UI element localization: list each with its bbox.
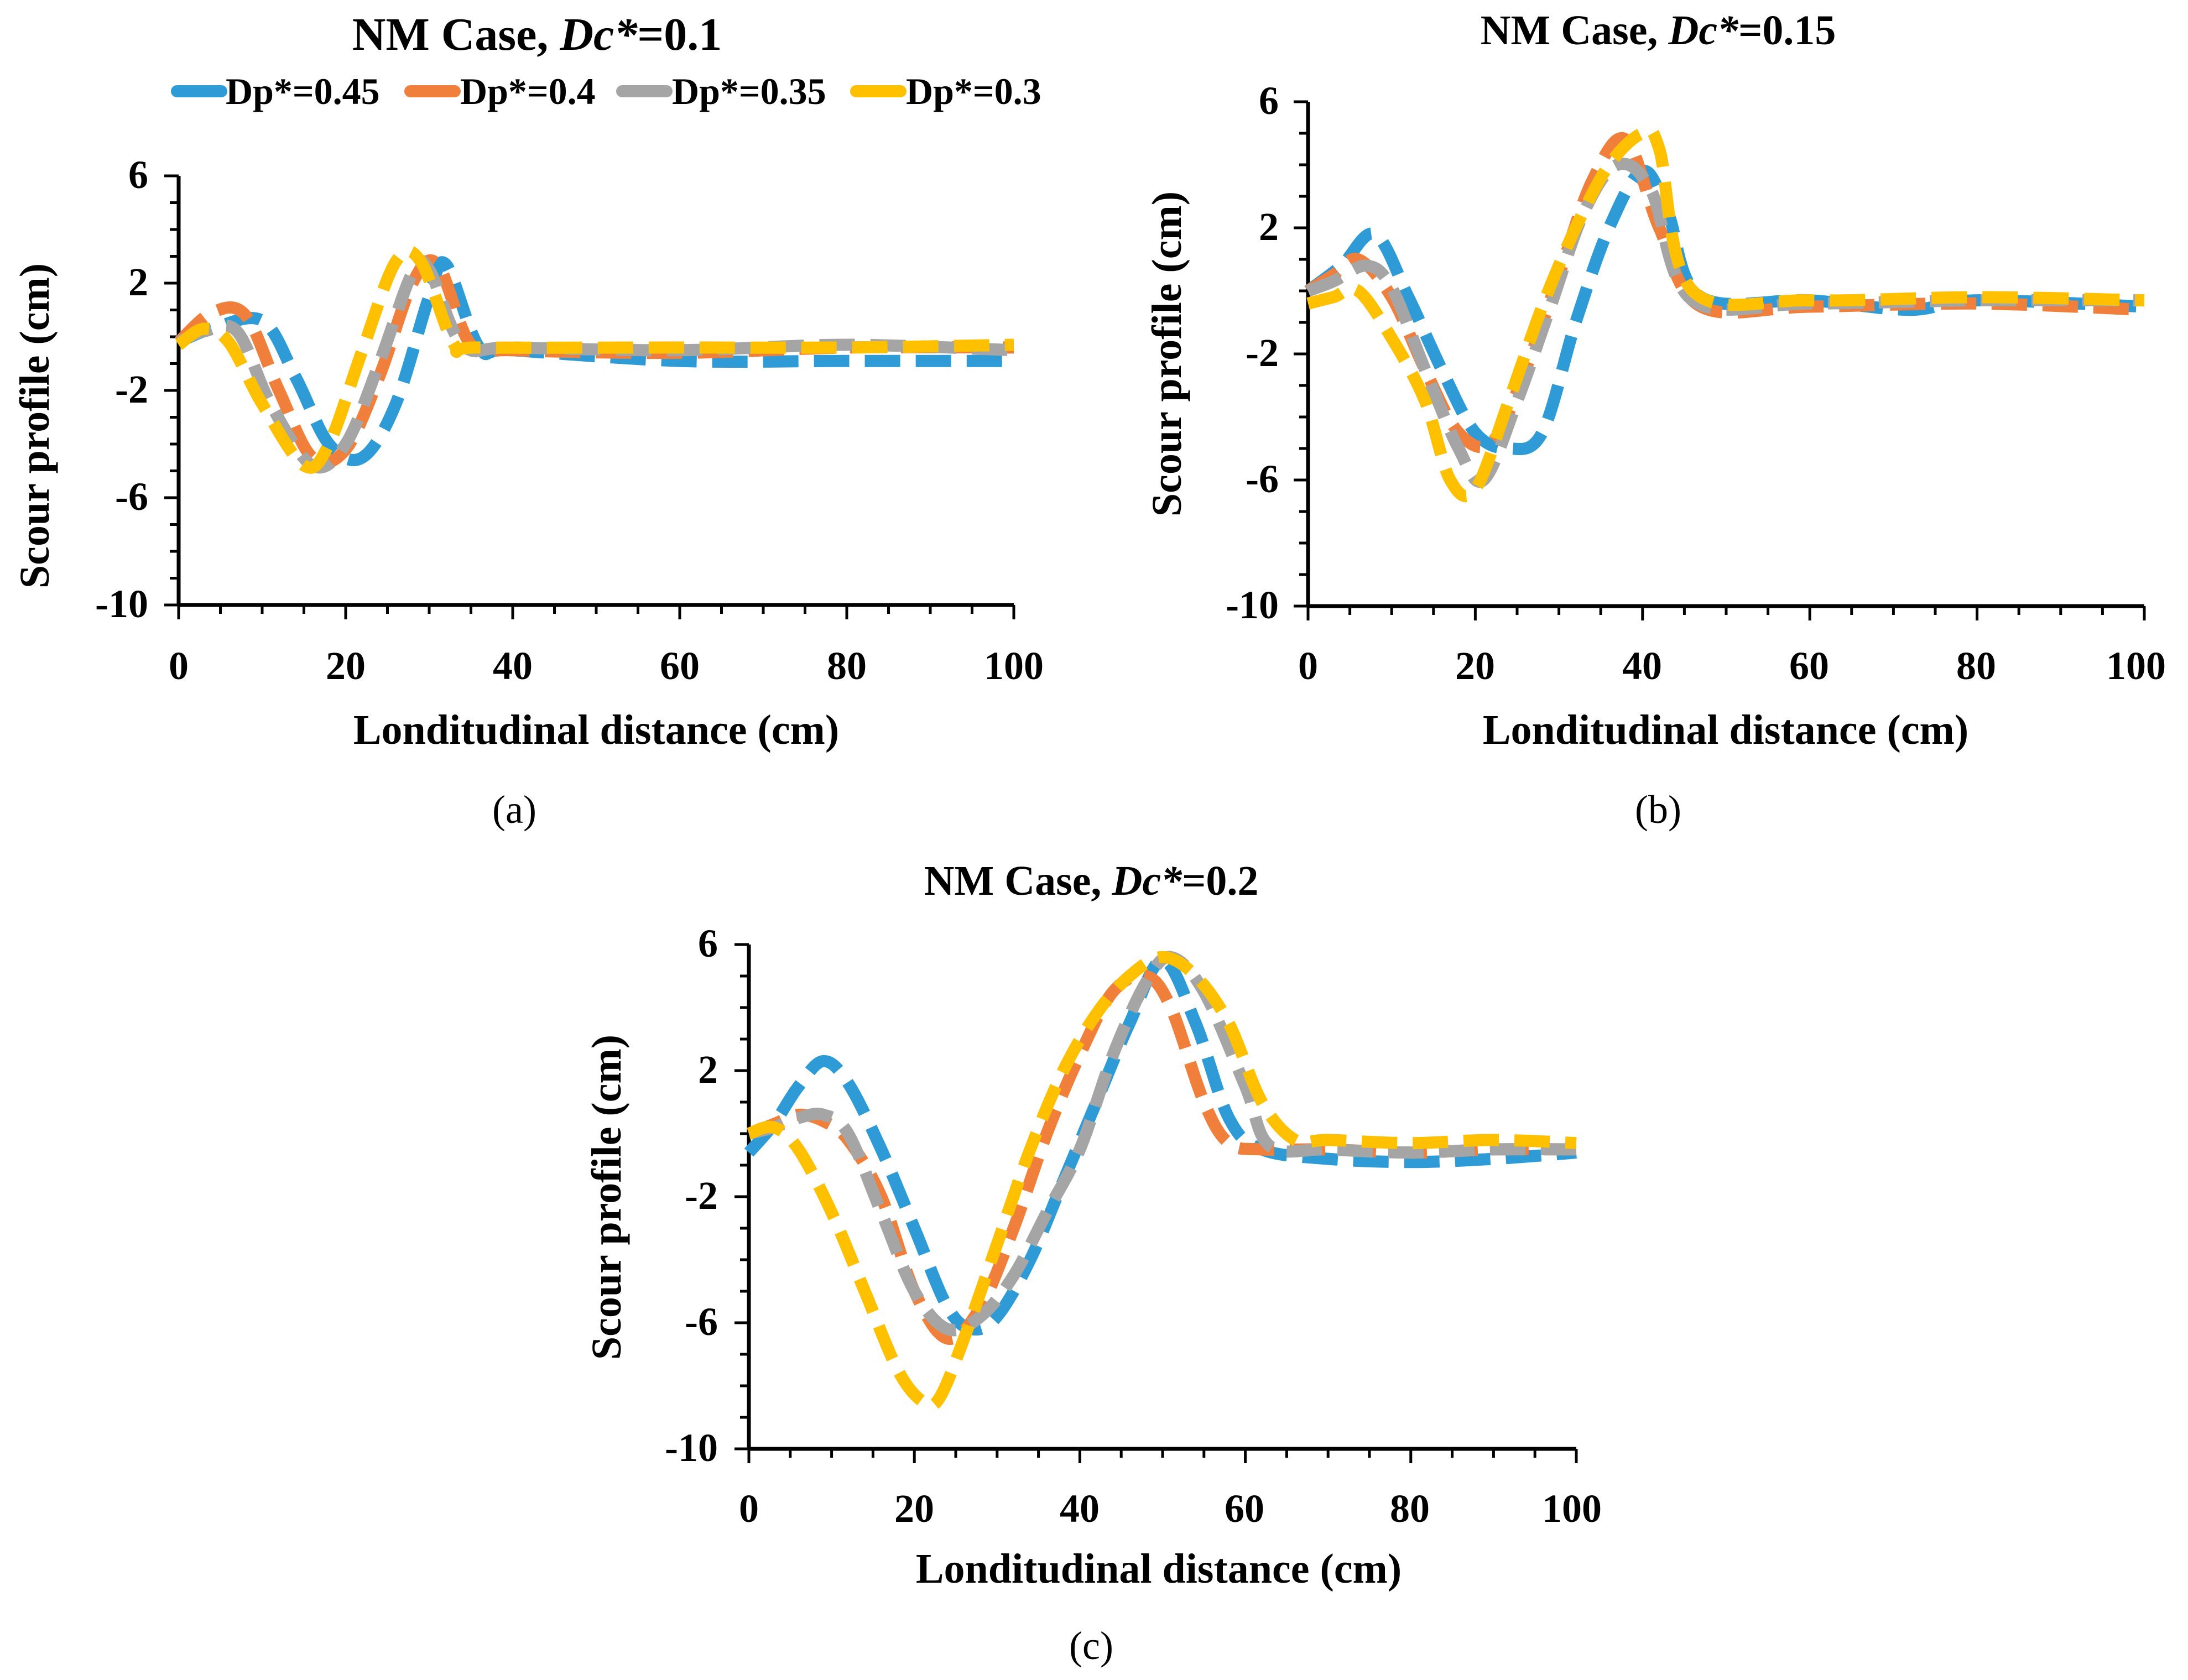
x-tick-label: 100 [2106,644,2166,688]
y-tick-label: -6 [1246,457,1279,501]
x-axis-label-a: Londitudinal distance (cm) [353,707,839,753]
chart-panel-b: NM Case, Dc*=0.15 6 2 -2 -6 -10 0 20 40 … [1144,7,2166,832]
series-line-a-dp-03 [175,244,1014,474]
y-tick-label: 2 [1259,205,1279,249]
series-line-b-dp-045 [1304,165,2145,456]
legend-entry-dp-045: Dp*=0.45 [171,70,380,112]
series-line-b-dp-03 [1306,124,2145,503]
y-tick-labels-b: 6 2 -2 -6 -10 [1226,79,1279,627]
series-line-a-dp-045 [176,256,1014,466]
y-tick-label: -2 [115,367,148,411]
legend-label-dp-03: Dp*=0.3 [906,70,1041,112]
x-tick-labels-c: 0 20 40 60 80 100 [739,1486,1602,1531]
x-tick-label: 60 [1225,1486,1264,1531]
y-tick-labels-c: 6 2 -2 -6 -10 [665,921,718,1470]
axes-a [164,174,1015,619]
x-tick-labels-a: 0 20 40 60 80 100 [169,644,1044,688]
legend: Dp*=0.45 Dp*=0.4 Dp*=0.35 Dp*=0.3 [171,70,1041,112]
y-tick-label: -10 [1226,583,1279,627]
y-tick-label: -2 [1246,331,1279,375]
legend-label-dp-035: Dp*=0.35 [672,70,826,112]
x-tick-label: 80 [1956,644,1996,688]
legend-label-dp-045: Dp*=0.45 [226,70,380,112]
x-tick-label: 60 [660,644,700,688]
x-tick-label: 0 [1298,644,1318,688]
panel-label-b: (b) [1635,787,1681,832]
y-tick-label: -2 [685,1173,718,1218]
chart-title-a: NM Case, Dc*=0.1 [352,9,722,60]
y-tick-label: 2 [698,1047,718,1092]
x-tick-label: 100 [984,644,1044,688]
x-axis-label-c: Londitudinal distance (cm) [916,1546,1402,1592]
axes-b [1294,100,2146,620]
y-tick-label: 6 [128,153,148,197]
x-tick-label: 20 [326,644,366,688]
series-line-c-dp-035 [747,951,1577,1337]
series-line-a-dp-04 [174,254,1014,469]
series-line-c-dp-04 [747,969,1577,1345]
x-tick-label: 0 [169,644,189,688]
series-line-a-dp-035 [176,254,1014,474]
legend-entry-dp-04: Dp*=0.4 [404,70,596,112]
x-tick-label: 100 [1542,1486,1602,1531]
x-tick-label: 60 [1789,644,1829,688]
legend-entry-dp-035: Dp*=0.35 [616,70,826,112]
legend-label-dp-04: Dp*=0.4 [460,70,596,112]
y-tick-label: -10 [665,1426,718,1470]
x-axis-label-b: Londitudinal distance (cm) [1483,707,1968,753]
panel-label-a: (a) [492,787,536,832]
x-tick-label: 0 [739,1486,759,1531]
series-line-c-dp-045 [744,954,1577,1336]
chart-title-c: NM Case, Dc*=0.2 [924,858,1259,904]
y-tick-label: -10 [95,582,148,626]
panel-label-c: (c) [1069,1624,1113,1668]
y-tick-label: 6 [1259,79,1279,123]
chart-panel-c: NM Case, Dc*=0.2 6 2 -2 -6 -10 0 20 40 6… [584,858,1602,1668]
chart-title-b: NM Case, Dc*=0.15 [1481,7,1836,54]
chart-panel-a: NM Case, Dc*=0.1 Dp*=0.45 Dp*=0.4 Dp*=0.… [12,9,1044,832]
x-tick-label: 80 [1390,1486,1430,1531]
y-tick-labels-a: 6 2 -2 -6 -10 [95,153,148,626]
axes-c [734,943,1578,1463]
y-tick-label: -6 [685,1300,718,1344]
legend-entry-dp-03: Dp*=0.3 [850,70,1041,112]
x-tick-label: 40 [1622,644,1662,688]
x-tick-label: 20 [1455,644,1495,688]
x-tick-label: 40 [1060,1486,1100,1531]
x-tick-label: 40 [493,644,533,688]
x-tick-label: 20 [894,1486,934,1531]
y-tick-label: 2 [128,260,148,304]
y-axis-label-a: Scour profile (cm) [12,263,58,588]
x-tick-label: 80 [827,644,867,688]
y-axis-label-b: Scour profile (cm) [1144,191,1190,516]
x-tick-labels-b: 0 20 40 60 80 100 [1298,644,2166,688]
y-axis-label-c: Scour profile (cm) [584,1035,630,1360]
y-tick-label: -6 [115,474,148,519]
series-line-c-dp-03 [747,951,1577,1412]
y-tick-label: 6 [698,921,718,966]
